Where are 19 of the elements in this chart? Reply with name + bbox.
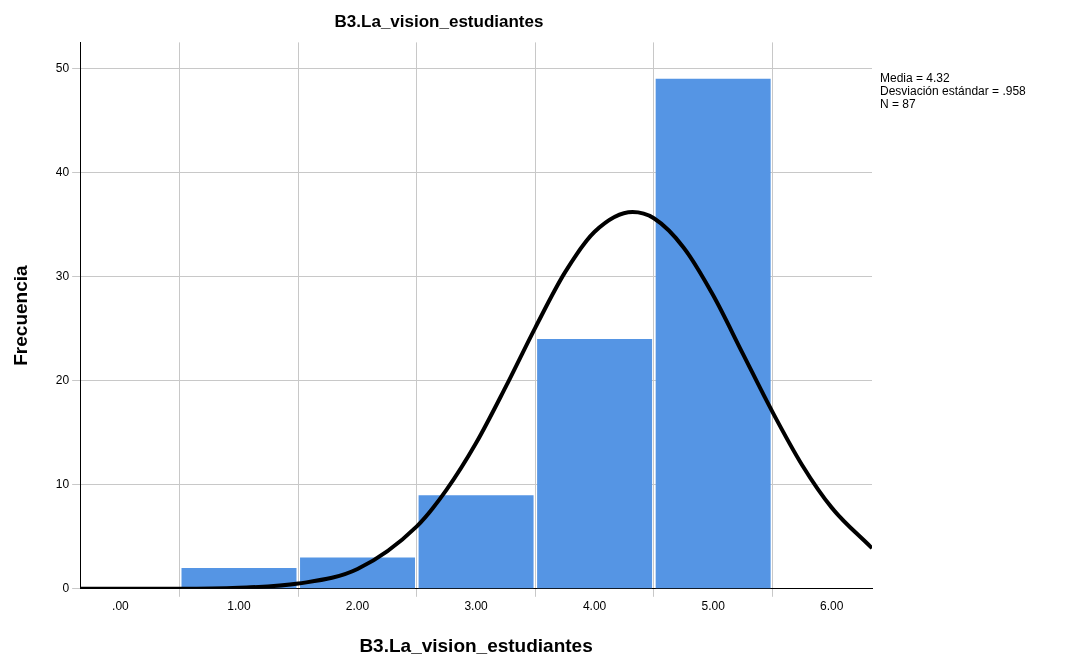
x-tick-label: 5.00 [701,599,726,614]
y-tick-label: 0 [62,581,70,596]
y-tick-label: 40 [55,164,70,179]
y-tick-label: 50 [55,60,70,75]
text: Media = 4.32 [880,71,951,85]
text: N = 87 [880,97,917,111]
x-tick-label: 2.00 [345,599,370,614]
x-tick-label: 4.00 [582,599,607,614]
y-axis-title: Frecuencia [9,265,31,366]
x-tick-label: 3.00 [464,599,489,614]
text: Desviación estándar = .958 [880,84,1026,98]
x-axis-title: B3.La_vision_estudiantes [359,634,593,656]
x-tick-label: .00 [112,599,130,614]
y-tick-label: 10 [55,477,70,492]
chart-title: B3.La_vision_estudiantes [334,11,544,31]
y-tick-label: 20 [55,372,70,387]
x-tick-label: 6.00 [820,599,844,614]
y-tick-label: 30 [55,268,70,283]
x-tick-label: 1.00 [227,599,251,614]
